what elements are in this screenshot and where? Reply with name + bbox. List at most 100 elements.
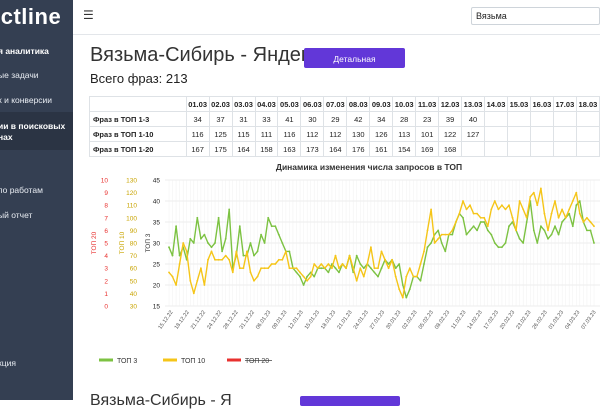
data-point xyxy=(490,208,493,211)
data-point xyxy=(313,263,316,265)
data-point xyxy=(355,254,358,257)
sidebar-item[interactable]: нах xyxy=(0,132,13,142)
row-label: Фраз в ТОП 1-20 xyxy=(89,141,187,157)
data-point xyxy=(575,204,578,207)
x-tick-label: 26.02.23 xyxy=(532,310,549,331)
y-tick-label-top20: 4 xyxy=(104,253,108,260)
data-point xyxy=(331,267,333,270)
x-tick-label: 06.01.23 xyxy=(255,310,272,331)
x-tick-label: 15.01.23 xyxy=(304,310,321,331)
data-point xyxy=(200,267,202,270)
data-point xyxy=(334,254,337,257)
data-point xyxy=(554,225,556,228)
data-point xyxy=(235,250,238,253)
next-section-details-button[interactable] xyxy=(300,396,400,406)
data-point xyxy=(515,229,517,232)
date-column-header: 18.03 xyxy=(575,96,600,112)
data-point xyxy=(338,267,340,270)
y-tick-label-top20: 2 xyxy=(104,278,108,285)
data-point xyxy=(472,225,475,228)
data-point xyxy=(334,267,337,270)
data-point xyxy=(302,284,305,286)
data-point xyxy=(246,250,248,253)
sidebar-item[interactable]: к и конверсии xyxy=(0,95,53,105)
y-tick-label-top20: 8 xyxy=(104,203,108,210)
data-point xyxy=(175,225,177,228)
data-point xyxy=(380,267,383,270)
data-point xyxy=(561,221,563,223)
sidebar-item[interactable]: ый отчет xyxy=(0,210,33,220)
table-cell: 122 xyxy=(438,126,463,142)
x-tick-label: 15.12.22 xyxy=(157,310,174,331)
date-column-header: 06.03 xyxy=(300,96,325,112)
data-point xyxy=(274,225,277,228)
data-point xyxy=(501,246,503,249)
sidebar-item[interactable]: ии в поисковых xyxy=(0,121,66,131)
chart-title: Динамика изменения числа запросов в ТОП xyxy=(276,162,462,172)
date-column-header: 07.03 xyxy=(323,96,348,112)
sidebar-item[interactable]: по работам xyxy=(0,185,43,195)
data-point xyxy=(493,242,496,244)
y-tick-label-top20: 3 xyxy=(104,266,108,273)
table-cell: 130 xyxy=(346,126,371,142)
data-point xyxy=(550,212,553,215)
data-point xyxy=(578,200,581,202)
hamburger-menu-icon[interactable]: ☰ xyxy=(83,8,94,22)
data-point xyxy=(263,242,266,244)
data-point xyxy=(313,275,316,278)
y-axis-label-top20: ТОП 20 xyxy=(91,231,98,254)
data-point xyxy=(281,258,284,261)
table-body: Фраз в ТОП 1-3 34 37 31 33 41 30 29 42 34 28 23 39 40… xyxy=(89,111,600,157)
x-tick-label: 05.02.23 xyxy=(418,310,435,331)
data-point xyxy=(540,225,542,228)
data-point xyxy=(536,242,539,244)
legend-label: ТОП 20 xyxy=(245,358,269,365)
data-point xyxy=(568,212,571,215)
sidebar-item[interactable]: я аналитика xyxy=(0,46,49,56)
date-column-header: 12.03 xyxy=(438,96,463,112)
x-tick-label: 24.12.22 xyxy=(206,310,223,331)
data-point xyxy=(327,271,330,274)
data-point xyxy=(387,267,390,270)
y-tick-label-top3: 25 xyxy=(153,262,161,269)
table-cell: 168 xyxy=(438,141,463,157)
details-button[interactable]: Детальная информация xyxy=(304,48,405,84)
data-point xyxy=(426,229,429,232)
data-point xyxy=(398,288,401,291)
data-point xyxy=(320,267,323,270)
data-point xyxy=(497,246,500,249)
row-label: Фраз в ТОП 1-3 xyxy=(89,111,187,127)
data-point xyxy=(292,267,294,270)
data-point xyxy=(522,208,525,211)
table-cell: 41 xyxy=(277,111,302,127)
data-point xyxy=(455,221,457,223)
x-tick-label: 07.03.23 xyxy=(580,310,597,331)
data-point xyxy=(550,233,553,236)
data-point xyxy=(575,191,578,194)
search-input[interactable] xyxy=(471,7,600,25)
data-point xyxy=(182,242,185,244)
data-point xyxy=(299,271,301,274)
table-cell xyxy=(529,126,554,142)
data-point xyxy=(419,263,422,265)
table-cell: 101 xyxy=(415,126,440,142)
data-point xyxy=(171,254,174,257)
table-cell: 161 xyxy=(369,141,394,157)
data-point xyxy=(430,208,432,211)
sidebar-item[interactable]: кция xyxy=(0,358,16,368)
data-point xyxy=(345,267,347,270)
data-point xyxy=(217,216,220,219)
data-point xyxy=(224,254,227,257)
data-point xyxy=(270,225,273,228)
active-nav-highlight xyxy=(0,112,73,150)
y-tick-label-top10: 30 xyxy=(130,304,138,311)
data-point xyxy=(536,204,539,207)
x-tick-label: 27.01.23 xyxy=(369,310,386,331)
table-cell: 167 xyxy=(185,141,210,157)
sidebar-item[interactable]: ые задачи xyxy=(0,70,39,80)
data-point xyxy=(593,225,595,228)
y-tick-label-top20: 7 xyxy=(104,215,108,222)
data-point xyxy=(412,275,415,278)
y-tick-label-top3: 45 xyxy=(153,178,161,185)
y-tick-label-top10: 60 xyxy=(130,266,138,273)
